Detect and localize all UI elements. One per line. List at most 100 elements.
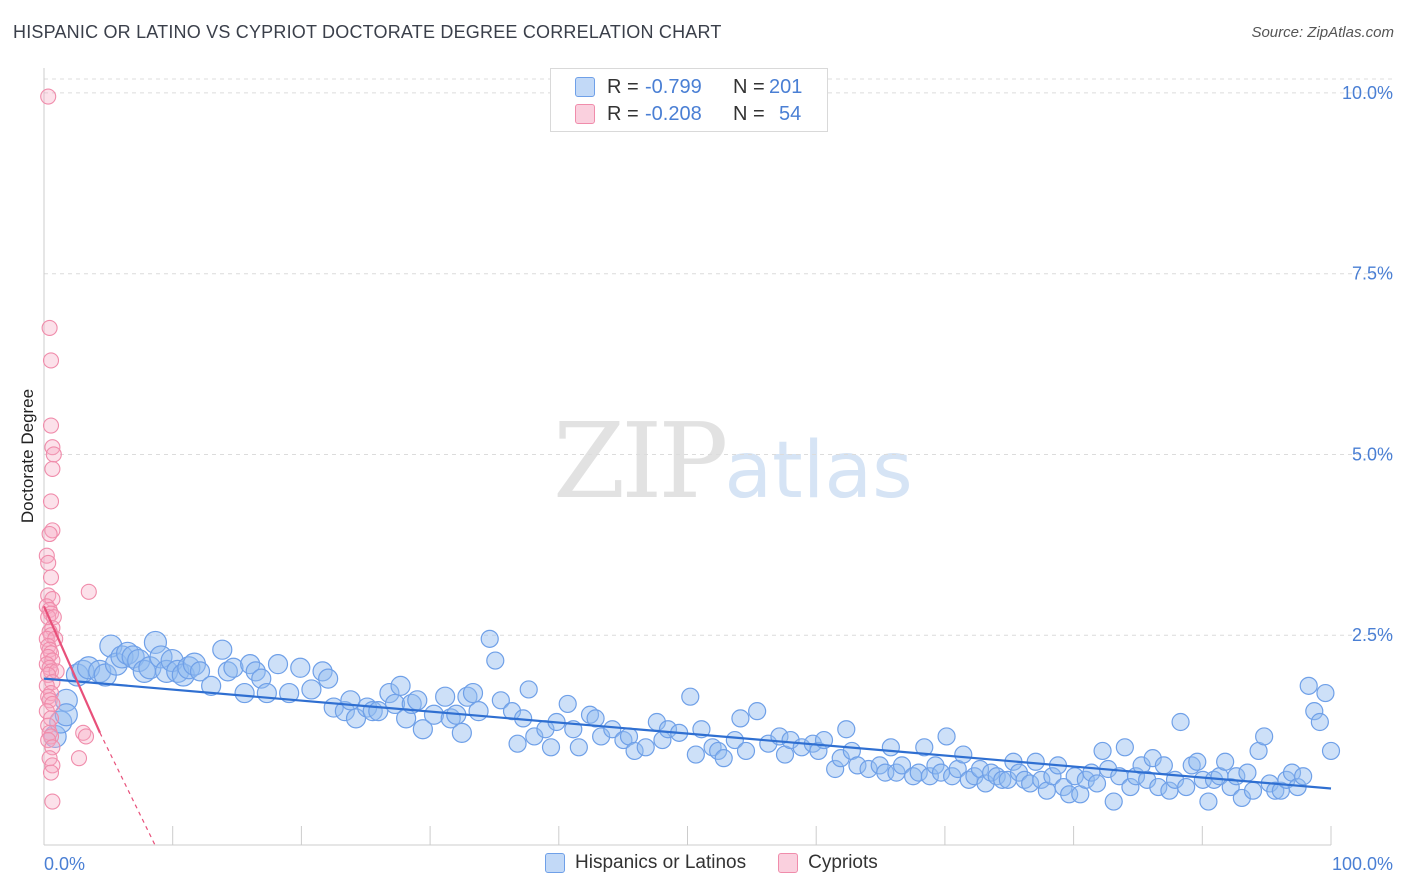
data-point-hispanics <box>848 756 867 775</box>
y-tick-label: 5.0% <box>1352 444 1393 464</box>
data-point-hispanics <box>1305 702 1324 721</box>
data-point-cypriots <box>42 493 60 510</box>
data-point-hispanics <box>1266 781 1285 800</box>
data-point-hispanics <box>920 767 939 786</box>
data-point-hispanics <box>1294 767 1313 786</box>
data-point-hispanics <box>1138 770 1157 789</box>
series-legend: Hispanics or Latinos Cypriots <box>545 852 878 874</box>
legend-r-label: R = <box>607 102 639 125</box>
data-point-hispanics <box>519 680 538 699</box>
legend-n-value: 54 <box>779 102 802 125</box>
trend-line-cypriots-extension <box>99 732 156 846</box>
series-hispanics-points <box>43 629 1341 811</box>
tick-labels: 2.5% 5.0% 7.5% 10.0% 0.0% 100.0% <box>44 83 1393 874</box>
data-point-cypriots <box>41 525 58 543</box>
data-point-cypriots <box>42 417 60 434</box>
data-point-hispanics <box>681 687 700 706</box>
data-point-hispanics <box>909 763 928 782</box>
data-point-hispanics <box>1199 792 1218 811</box>
data-point-hispanics <box>870 756 889 775</box>
data-point-hispanics <box>345 708 367 729</box>
data-point-hispanics <box>279 682 300 704</box>
legend-r-label: R = <box>607 75 639 98</box>
y-tick-label: 10.0% <box>1342 83 1393 103</box>
legend-n-value: 201 <box>769 75 803 98</box>
watermark-zip: ZIP <box>553 400 728 522</box>
data-point-hispanics <box>937 727 956 746</box>
x-tick-label: 0.0% <box>44 854 85 874</box>
data-point-hispanics <box>558 694 577 714</box>
data-point-hispanics <box>334 701 355 722</box>
legend-swatch-cypriots <box>575 104 595 124</box>
data-point-hispanics <box>1121 777 1140 797</box>
data-point-hispanics <box>1093 741 1112 761</box>
data-point-hispanics <box>1076 770 1095 789</box>
data-point-hispanics <box>189 661 211 682</box>
data-point-hispanics <box>541 738 561 757</box>
legend-swatch-hispanics <box>575 77 595 97</box>
data-point-hispanics <box>686 745 705 764</box>
data-point-hispanics <box>379 682 400 704</box>
axes <box>43 68 1332 846</box>
y-tick-label: 2.5% <box>1352 625 1393 645</box>
data-point-hispanics <box>1316 683 1335 703</box>
data-point-hispanics <box>390 675 411 696</box>
data-point-hispanics <box>412 719 433 740</box>
data-point-hispanics <box>223 657 244 678</box>
data-point-hispanics <box>480 629 499 648</box>
data-point-hispanics <box>143 630 168 655</box>
data-point-cypriots <box>70 750 88 767</box>
data-point-cypriots <box>40 88 57 105</box>
data-point-hispanics <box>993 770 1012 789</box>
data-point-hispanics <box>1238 763 1257 782</box>
data-point-hispanics <box>212 639 233 660</box>
series-legend-label-hispanics: Hispanics or Latinos <box>575 852 747 873</box>
data-point-hispanics <box>301 679 322 700</box>
data-point-cypriots <box>80 583 97 600</box>
chart-source: Source: ZipAtlas.com <box>1251 24 1394 41</box>
data-point-hispanics <box>831 749 850 768</box>
watermark: ZIPatlas <box>553 400 913 522</box>
trend-line-cypriots <box>42 605 102 734</box>
data-point-hispanics <box>1232 788 1251 808</box>
data-point-hispanics <box>1243 781 1263 800</box>
data-point-cypriots <box>42 764 60 781</box>
legend-row-hispanics: R = -0.799 N = 201 <box>575 74 802 100</box>
data-point-hispanics <box>1149 777 1168 797</box>
data-point-hispanics <box>954 745 973 764</box>
data-point-hispanics <box>435 686 456 707</box>
data-point-hispanics <box>731 709 750 728</box>
data-point-hispanics <box>881 738 900 757</box>
data-point-hispanics <box>491 691 510 710</box>
data-point-hispanics <box>462 682 484 704</box>
data-point-cypriots <box>42 352 60 369</box>
data-point-hispanics <box>1221 777 1240 797</box>
data-point-hispanics <box>1171 712 1190 732</box>
grid-lines <box>44 78 1392 636</box>
data-point-hispanics <box>1104 792 1123 811</box>
data-point-hispanics <box>1255 727 1274 746</box>
data-point-hispanics <box>468 701 489 722</box>
data-point-cypriots <box>45 446 62 463</box>
data-point-hispanics <box>1032 770 1051 789</box>
data-point-hispanics <box>290 657 311 678</box>
data-point-hispanics <box>1321 741 1341 761</box>
y-axis-label: Doctorate Degree <box>18 388 37 524</box>
data-point-hispanics <box>267 654 289 675</box>
data-point-hispanics <box>603 720 622 739</box>
data-point-hispanics <box>1021 774 1040 793</box>
data-point-cypriots <box>77 728 95 745</box>
data-point-hispanics <box>1177 777 1196 797</box>
data-point-hispanics <box>636 738 655 757</box>
series-legend-swatch-hispanics <box>545 853 565 873</box>
data-point-hispanics <box>486 651 505 670</box>
data-point-hispanics <box>725 730 744 750</box>
data-point-hispanics <box>658 720 678 739</box>
correlation-legend: R = -0.799 N = 201 R = -0.208 N = 54 <box>550 68 828 132</box>
data-point-hispanics <box>451 722 472 743</box>
data-point-hispanics <box>915 738 934 757</box>
data-point-cypriots <box>41 319 58 336</box>
data-point-hispanics <box>1054 777 1073 797</box>
data-point-hispanics <box>625 741 644 761</box>
